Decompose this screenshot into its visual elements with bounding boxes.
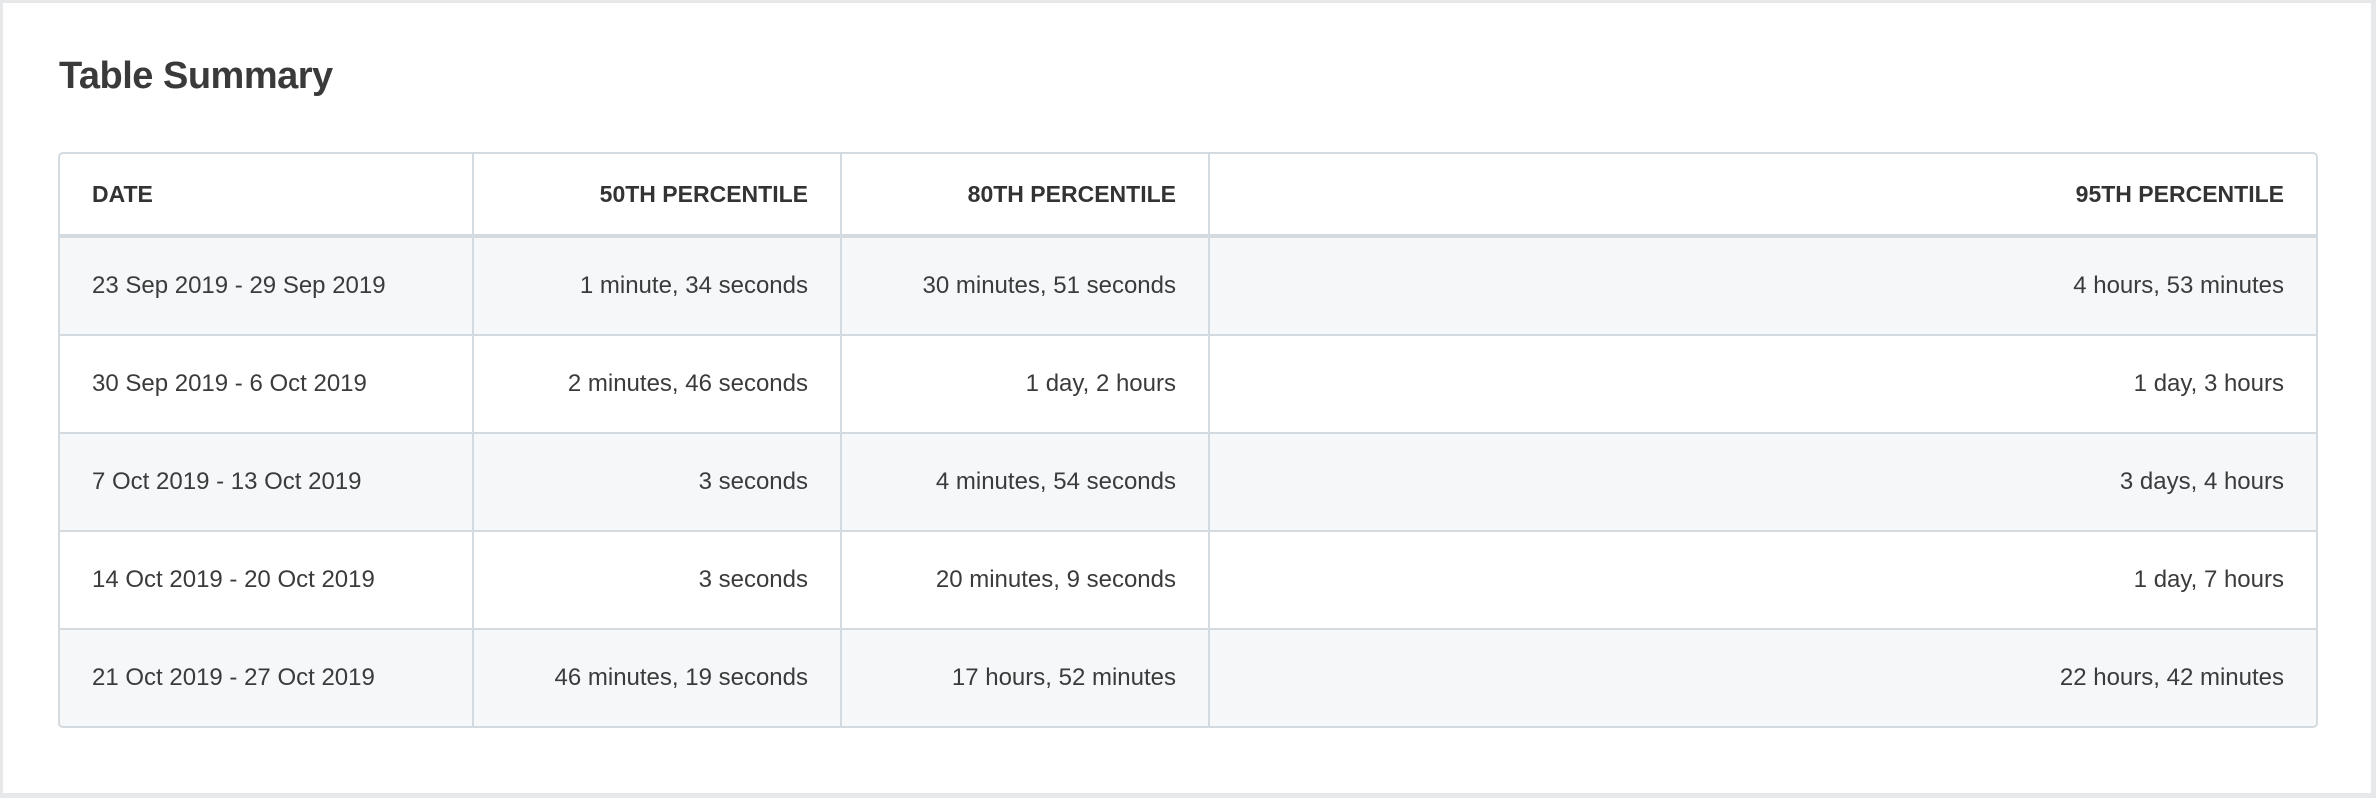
table-row: 23 Sep 2019 - 29 Sep 2019 1 minute, 34 se… <box>60 236 2316 336</box>
table-header-row: DATE 50TH PERCENTILE 80TH PERCENTILE 95T… <box>60 154 2316 238</box>
cell-date: 14 Oct 2019 - 20 Oct 2019 <box>60 531 474 630</box>
summary-table: DATE 50TH PERCENTILE 80TH PERCENTILE 95T… <box>60 154 2316 726</box>
cell-date: 21 Oct 2019 - 27 Oct 2019 <box>60 629 474 726</box>
cell-p80: 20 minutes, 9 seconds <box>841 531 1210 630</box>
table-row: 21 Oct 2019 - 27 Oct 2019 46 minutes, 19 … <box>60 629 2316 726</box>
column-header-p80: 80TH PERCENTILE <box>841 154 1210 238</box>
cell-p50: 3 seconds <box>473 433 842 532</box>
column-header-p50: 50TH PERCENTILE <box>473 154 842 238</box>
cell-p50: 46 minutes, 19 seconds <box>473 629 842 726</box>
column-header-date: DATE <box>60 154 474 238</box>
cell-date: 23 Sep 2019 - 29 Sep 2019 <box>60 236 474 336</box>
cell-p50: 2 minutes, 46 seconds <box>473 335 842 434</box>
cell-p80: 30 minutes, 51 seconds <box>841 236 1210 336</box>
cell-p80: 1 day, 2 hours <box>841 335 1210 434</box>
cell-p80: 4 minutes, 54 seconds <box>841 433 1210 532</box>
cell-p95: 22 hours, 42 minutes <box>1209 629 2316 726</box>
table-row: 14 Oct 2019 - 20 Oct 2019 3 seconds 20 min… <box>60 531 2316 630</box>
cell-p50: 1 minute, 34 seconds <box>473 236 842 336</box>
cell-p95: 1 day, 7 hours <box>1209 531 2316 630</box>
cell-p95: 4 hours, 53 minutes <box>1209 236 2316 336</box>
cell-date: 7 Oct 2019 - 13 Oct 2019 <box>60 433 474 532</box>
cell-p95: 3 days, 4 hours <box>1209 433 2316 532</box>
table-row: 30 Sep 2019 - 6 Oct 2019 2 minutes, 46 se… <box>60 335 2316 434</box>
cell-p80: 17 hours, 52 minutes <box>841 629 1210 726</box>
table-row: 7 Oct 2019 - 13 Oct 2019 3 seconds 4 minut… <box>60 433 2316 532</box>
cell-date: 30 Sep 2019 - 6 Oct 2019 <box>60 335 474 434</box>
cell-p95: 1 day, 3 hours <box>1209 335 2316 434</box>
summary-table-container: DATE 50TH PERCENTILE 80TH PERCENTILE 95T… <box>58 152 2318 728</box>
column-header-p95: 95TH PERCENTILE <box>1209 154 2316 238</box>
cell-p50: 3 seconds <box>473 531 842 630</box>
summary-panel: Table Summary DATE 50TH PERCENTILE 80TH … <box>3 3 2371 793</box>
page-title: Table Summary <box>59 55 333 97</box>
